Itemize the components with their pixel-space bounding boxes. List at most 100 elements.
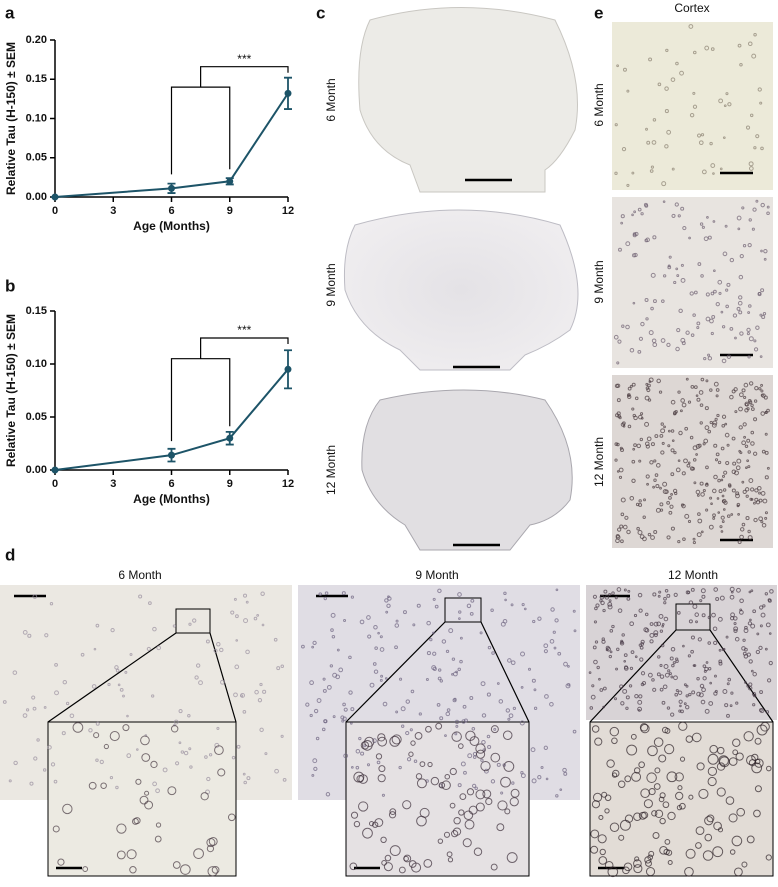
cell (72, 722, 84, 733)
cell (379, 678, 383, 682)
cell (600, 600, 605, 606)
cell (751, 691, 757, 697)
cell (462, 704, 467, 709)
cell (264, 752, 268, 756)
cell (256, 613, 260, 617)
cell (675, 61, 679, 66)
cell (260, 591, 265, 596)
cell (32, 594, 38, 599)
cell (208, 753, 213, 757)
cell (757, 292, 762, 297)
cell (716, 746, 725, 755)
cell (759, 624, 763, 628)
cell (692, 91, 696, 95)
cell (457, 592, 462, 597)
cell (273, 637, 278, 642)
cell (721, 423, 726, 428)
cell (750, 669, 754, 673)
cell (490, 608, 494, 612)
cell (216, 641, 221, 647)
cell (13, 760, 18, 766)
cell (676, 327, 681, 333)
cell (659, 687, 664, 692)
cell (368, 820, 375, 827)
cell (504, 598, 507, 602)
cell (234, 664, 240, 670)
cell (716, 787, 726, 797)
cell (695, 489, 701, 495)
cell (395, 710, 399, 714)
cell (623, 588, 627, 592)
cell (374, 646, 378, 650)
cell (688, 692, 692, 697)
cell-texture (2, 24, 774, 878)
cell (738, 425, 743, 430)
cell (413, 759, 418, 764)
cell (622, 688, 628, 694)
cell (245, 649, 250, 655)
cell (735, 491, 740, 496)
cell (709, 141, 713, 146)
cell (387, 595, 390, 599)
cell (667, 444, 671, 448)
cell (205, 639, 210, 644)
cell (670, 399, 676, 405)
cell (693, 481, 697, 485)
cell (475, 789, 486, 800)
cell (410, 689, 415, 694)
cell (206, 776, 211, 782)
cell (646, 772, 657, 783)
cell (61, 731, 66, 736)
cell (659, 486, 662, 490)
cell (764, 647, 768, 651)
cell (627, 424, 632, 429)
cell (363, 744, 367, 748)
cell (622, 524, 628, 530)
cell (737, 43, 742, 48)
point (226, 434, 234, 442)
cell (616, 411, 621, 416)
x-tick-label: 12 (282, 205, 294, 217)
cell (716, 762, 726, 771)
cell (254, 689, 259, 695)
cell (664, 744, 675, 755)
cell (685, 694, 689, 698)
cell (638, 414, 643, 420)
cell (259, 727, 264, 733)
cell (702, 489, 706, 493)
cell (638, 761, 645, 769)
cell (684, 513, 690, 519)
cell (601, 639, 606, 644)
cell (628, 684, 633, 688)
cell (527, 667, 532, 671)
cell (257, 698, 263, 703)
cell (686, 590, 691, 595)
cell (698, 692, 704, 698)
cell (721, 414, 727, 419)
cell (554, 618, 559, 623)
cell (739, 253, 744, 259)
cell (646, 436, 652, 442)
cell (713, 587, 719, 592)
cell (660, 338, 666, 343)
cell (667, 669, 671, 673)
cell (695, 620, 698, 624)
cell (733, 867, 743, 877)
cell (725, 635, 729, 639)
cell (603, 589, 608, 594)
panel-d-images (0, 585, 777, 877)
cell (742, 489, 747, 494)
cell (643, 799, 653, 809)
cell (194, 675, 199, 680)
cell (507, 658, 512, 663)
cell (760, 288, 765, 293)
cell (235, 614, 239, 619)
cell (107, 682, 111, 687)
cell (626, 89, 630, 93)
cell (445, 649, 450, 653)
cell (705, 292, 710, 297)
cell (625, 324, 630, 330)
cell (217, 768, 226, 777)
cell (416, 603, 421, 608)
cell (641, 811, 649, 819)
